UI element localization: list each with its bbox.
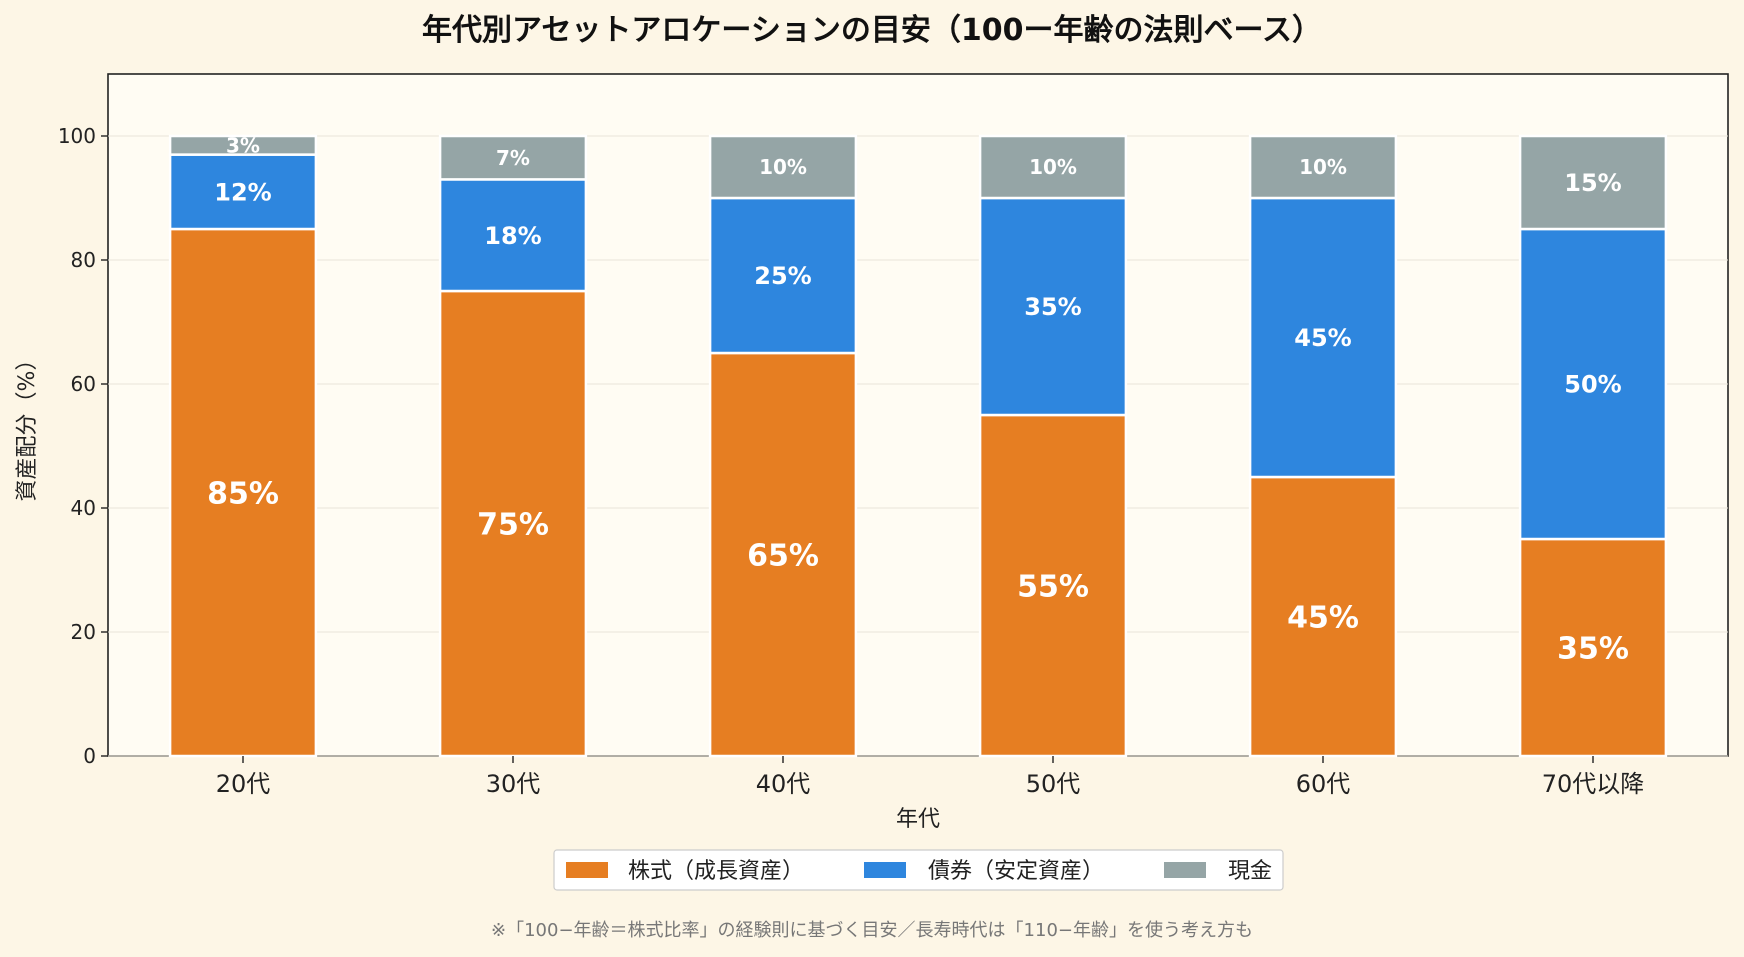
data-label-stocks: 55%	[1017, 569, 1089, 604]
bar-segment-stocks	[708, 351, 858, 758]
bars	[168, 134, 1668, 758]
data-label-bonds: 50%	[1564, 371, 1621, 399]
x-tick-label: 50代	[1026, 770, 1081, 798]
bar-segment-bonds	[978, 196, 1128, 417]
bar-segment-cash	[438, 134, 588, 181]
bar-segment-cash	[168, 134, 318, 156]
legend-swatch-stocks	[566, 862, 608, 878]
x-tick-label: 20代	[216, 770, 271, 798]
data-label-cash: 10%	[759, 155, 807, 179]
bar-segment-bonds	[168, 153, 318, 231]
data-label-bonds: 18%	[484, 222, 541, 250]
plot-area	[107, 73, 1729, 757]
bar-segment-cash	[708, 134, 858, 200]
data-label-cash: 15%	[1564, 169, 1621, 197]
x-tick-label: 70代以降	[1542, 770, 1645, 798]
data-label-stocks: 85%	[207, 476, 279, 511]
legend-swatch-bonds	[864, 862, 906, 878]
bar-segment-bonds	[1248, 196, 1398, 479]
y-tick-label: 20	[71, 620, 96, 644]
x-tick-label: 60代	[1296, 770, 1351, 798]
bar-segment-cash	[1518, 134, 1668, 231]
data-label-stocks: 35%	[1557, 631, 1629, 666]
data-label-stocks: 45%	[1287, 600, 1359, 635]
y-tick-label: 100	[58, 124, 96, 148]
data-label-cash: 7%	[496, 146, 530, 170]
y-tick-label: 60	[71, 372, 96, 396]
data-label-stocks: 65%	[747, 538, 819, 573]
gridlines	[108, 135, 1728, 757]
legend-label-stocks: 株式（成長資産）	[628, 859, 804, 884]
data-label-cash: 3%	[226, 134, 260, 158]
bar-segment-cash	[1248, 134, 1398, 200]
legend: 株式（成長資産） 債券（安定資産） 現金	[553, 849, 1284, 891]
segment-labels: 85% 12% 3% 75% 18% 7% 65% 25% 10% 55% 35% 10% 45% 45%…	[207, 134, 1629, 667]
legend-swatch-cash	[1164, 862, 1206, 878]
y-tick-label: 80	[71, 248, 96, 272]
data-label-cash: 10%	[1029, 155, 1077, 179]
bar-segment-stocks	[978, 413, 1128, 758]
data-label-cash: 10%	[1299, 155, 1347, 179]
bar-segment-stocks	[1248, 475, 1398, 758]
data-label-stocks: 75%	[477, 507, 549, 542]
chart-title: 年代別アセットアロケーションの目安（100ー年齢の法則ベース）	[422, 13, 1322, 48]
y-axis-label: 資産配分（%）	[15, 349, 40, 502]
x-axis-ticks: 20代 30代 40代 50代 60代 70代以降	[216, 756, 1645, 798]
data-label-bonds: 25%	[754, 262, 811, 290]
footnote: ※「100−年齢＝株式比率」の経験則に基づく目安／長寿時代は「110−年齢」を使…	[491, 920, 1253, 941]
y-tick-label: 40	[71, 496, 96, 520]
bar-segment-stocks	[1518, 537, 1668, 758]
x-axis-label: 年代	[896, 807, 940, 832]
bar-segment-bonds	[438, 178, 588, 293]
legend-label-cash: 現金	[1228, 859, 1272, 884]
legend-label-bonds: 債券（安定資産）	[928, 859, 1104, 884]
y-axis-ticks: 0 20 40 60 80 100	[58, 124, 108, 768]
bar-segment-bonds	[1518, 227, 1668, 541]
data-label-bonds: 35%	[1024, 293, 1081, 321]
data-label-bonds: 12%	[214, 178, 271, 206]
y-tick-label: 0	[83, 744, 96, 768]
x-tick-label: 30代	[486, 770, 541, 798]
bar-segment-cash	[978, 134, 1128, 200]
x-tick-label: 40代	[756, 770, 811, 798]
data-label-bonds: 45%	[1294, 324, 1351, 352]
legend-box	[553, 849, 1284, 891]
